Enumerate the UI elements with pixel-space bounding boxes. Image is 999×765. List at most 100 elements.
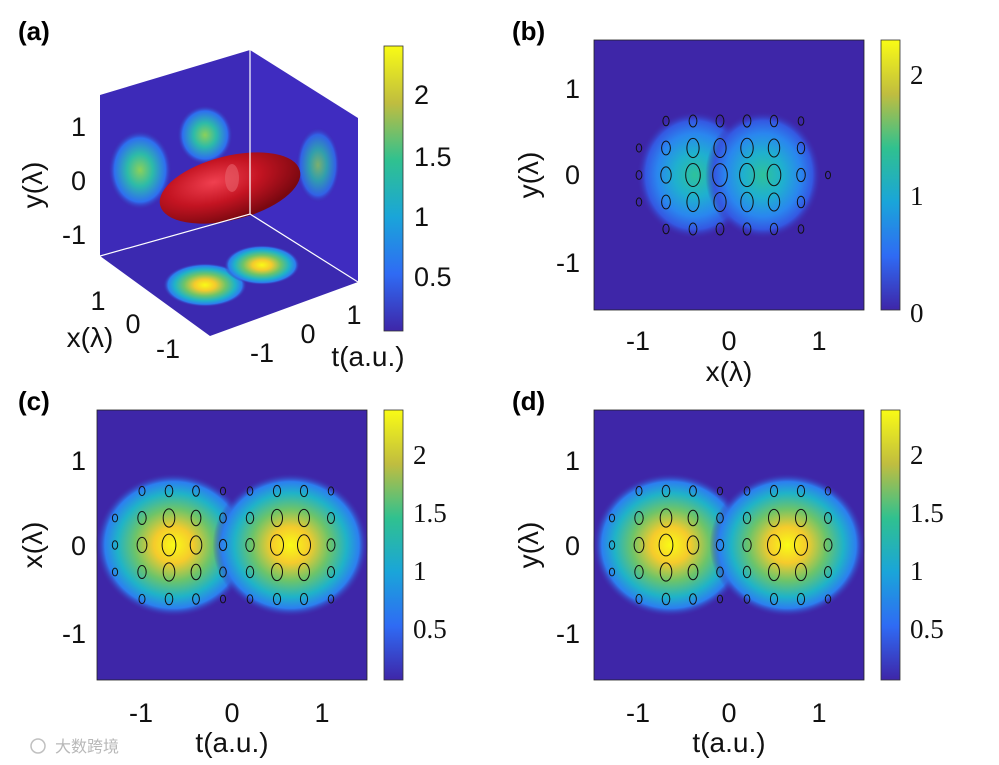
c-pol-mark [298, 508, 310, 528]
c-polarization-marks [111, 484, 336, 606]
d-pol-mark [716, 512, 724, 524]
d-pol-mark [768, 508, 780, 528]
d-pol-mark [824, 594, 832, 604]
b-pol-mark [635, 143, 643, 153]
c-pol-mark [246, 486, 254, 496]
proj-back [296, 127, 340, 203]
c-pol-mark [299, 484, 309, 498]
d-pol-mark [608, 513, 616, 523]
b-plot-frame [593, 39, 865, 311]
c-pol-mark [271, 562, 283, 582]
b-pol-mark [635, 170, 643, 180]
d-pol-mark [659, 562, 673, 582]
panel-label-c: (c) [18, 386, 50, 416]
d-lobe-0 [592, 473, 749, 617]
c-pol-mark [111, 513, 119, 523]
c-pol-mark [138, 485, 146, 497]
c-cbtick-1: 1 [413, 556, 427, 586]
d-pol-mark [715, 538, 725, 552]
b-cbtick-2: 2 [910, 60, 924, 90]
c-pol-mark [137, 511, 147, 525]
c-pol-mark [245, 511, 255, 525]
a-tlabel: t(a.u.) [331, 341, 404, 372]
b-pol-mark [769, 222, 779, 236]
c-pol-mark [111, 567, 119, 577]
c-lobe-0 [95, 473, 252, 617]
d-pol-mark [743, 594, 751, 604]
c-cbtick-15: 1.5 [413, 498, 447, 528]
a-colorbar [383, 45, 404, 332]
c-pol-mark [162, 562, 176, 582]
d-pol-mark [716, 486, 724, 496]
a-cbtick-2: 2 [414, 80, 429, 110]
b-colorbar [880, 39, 901, 311]
b-cbtick-0: 0 [910, 298, 924, 328]
d-ytick-m1: -1 [556, 619, 580, 649]
d-pol-mark [823, 538, 833, 552]
a-xlabel: x(λ) [67, 322, 114, 353]
c-pol-mark [270, 534, 284, 556]
c-ytick-m1: -1 [62, 619, 86, 649]
c-pol-mark [111, 540, 119, 550]
c-pol-mark [192, 593, 200, 605]
panel-d: (d) 1 0 -1 y(λ) -1 0 1 t(a.u.) 2 1.5 1 0… [512, 386, 944, 758]
d-pol-mark [661, 592, 671, 606]
a-xtick-m1: -1 [156, 334, 180, 364]
d-polarization-marks [608, 484, 833, 606]
b-pol-mark [685, 163, 701, 187]
b-xtick-m1: -1 [626, 326, 650, 356]
d-lobe-1 [709, 473, 866, 617]
b-pol-mark [740, 191, 754, 213]
c-colorbar [383, 409, 404, 681]
d-pol-mark [795, 508, 807, 528]
b-pol-mark [715, 114, 725, 128]
proj-left-2 [177, 105, 233, 165]
c-lobes [95, 473, 369, 617]
d-cbtick-2: 2 [910, 440, 924, 470]
b-pol-mark [635, 197, 643, 207]
b-pol-mark [661, 194, 671, 210]
a-xtick-1: 1 [90, 286, 105, 316]
d-pol-mark [608, 567, 616, 577]
c-pol-mark [164, 592, 174, 606]
panel-label-d: (d) [512, 386, 545, 416]
d-pol-mark [769, 484, 779, 498]
b-pol-mark [797, 224, 805, 234]
b-pol-mark [825, 170, 831, 180]
d-pol-mark [634, 511, 644, 525]
c-pol-mark [246, 594, 254, 604]
d-pol-mark [767, 534, 781, 556]
d-cbtick-1: 1 [910, 556, 924, 586]
a-ytick-0: 0 [71, 166, 86, 196]
a-xtick-0: 0 [125, 309, 140, 339]
d-xlabel: t(a.u.) [692, 727, 765, 758]
c-cbtick-05: 0.5 [413, 614, 447, 644]
d-lobes [592, 473, 866, 617]
a-ytick-1: 1 [71, 112, 86, 142]
b-pol-mark [740, 137, 754, 159]
watermark-icon [30, 738, 46, 754]
c-xlabel: t(a.u.) [195, 727, 268, 758]
d-pol-mark [661, 484, 671, 498]
b-xlabel: x(λ) [706, 356, 753, 387]
b-pol-mark [797, 116, 805, 126]
panel-b: (b) 1 0 -1 y(λ) -1 0 1 x(λ) 2 1 0 [512, 16, 924, 387]
d-pol-mark [658, 533, 674, 557]
d-pol-mark [635, 485, 643, 497]
panel-label-a: (a) [18, 16, 50, 46]
d-pol-mark [769, 592, 779, 606]
b-pol-mark [688, 222, 698, 236]
b-pol-mark [662, 223, 670, 235]
d-pol-mark [742, 565, 752, 579]
proj-floor-1 [163, 263, 247, 307]
d-pol-mark [635, 593, 643, 605]
b-pol-mark [662, 115, 670, 127]
c-pol-mark [327, 594, 335, 604]
d-pol-mark [608, 540, 616, 550]
d-ytick-1: 1 [565, 446, 580, 476]
d-xtick-1: 1 [811, 698, 826, 728]
d-pol-mark [687, 563, 699, 581]
a-ttick-0: 0 [300, 319, 315, 349]
d-pol-mark [824, 566, 832, 578]
